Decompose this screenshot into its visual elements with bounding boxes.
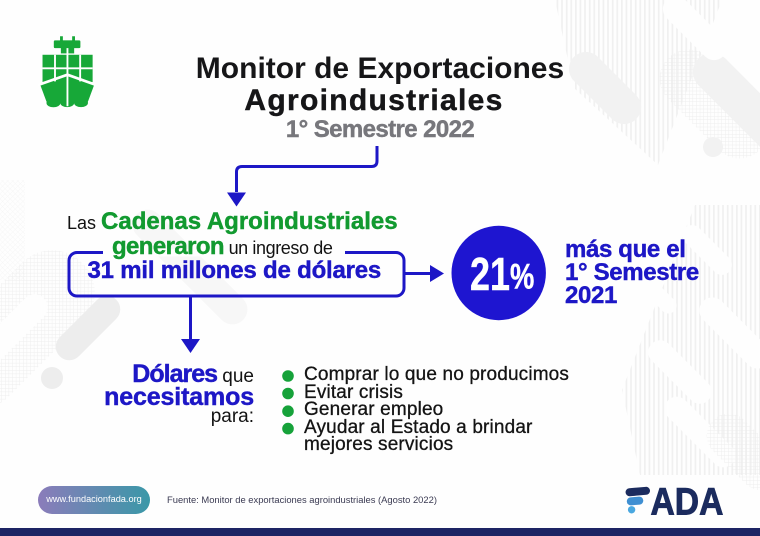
svg-text:ADA: ADA [651,483,724,519]
